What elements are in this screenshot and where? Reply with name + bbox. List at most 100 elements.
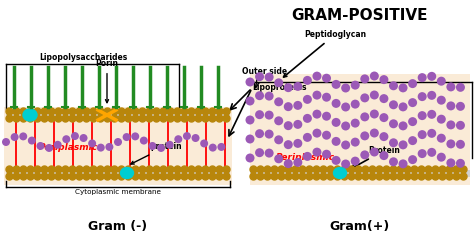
Circle shape <box>188 173 195 180</box>
Circle shape <box>351 100 360 109</box>
Circle shape <box>125 166 132 173</box>
Circle shape <box>62 166 69 173</box>
Circle shape <box>447 120 456 129</box>
Circle shape <box>255 72 264 81</box>
Bar <box>6 112 230 119</box>
Text: Lipoproteins: Lipoproteins <box>252 84 307 92</box>
Circle shape <box>257 166 264 173</box>
Circle shape <box>271 173 278 180</box>
Circle shape <box>76 173 83 180</box>
Circle shape <box>191 134 200 142</box>
Circle shape <box>362 173 369 180</box>
Circle shape <box>153 166 160 173</box>
Circle shape <box>55 173 62 180</box>
Circle shape <box>216 115 223 122</box>
Circle shape <box>41 166 48 173</box>
Circle shape <box>264 72 273 82</box>
Circle shape <box>83 115 90 122</box>
Circle shape <box>246 134 255 144</box>
Circle shape <box>306 173 313 180</box>
Circle shape <box>139 166 146 173</box>
Circle shape <box>427 110 436 119</box>
Circle shape <box>306 166 313 173</box>
Circle shape <box>28 137 36 144</box>
Circle shape <box>69 173 76 180</box>
Circle shape <box>284 140 293 149</box>
Circle shape <box>453 166 460 173</box>
Circle shape <box>13 166 20 173</box>
Circle shape <box>20 173 27 180</box>
Circle shape <box>41 115 48 122</box>
Circle shape <box>399 83 408 92</box>
Circle shape <box>399 140 408 149</box>
Circle shape <box>167 115 174 122</box>
Circle shape <box>195 166 202 173</box>
Circle shape <box>312 72 321 81</box>
Circle shape <box>62 108 69 115</box>
Circle shape <box>88 139 96 147</box>
Circle shape <box>139 108 146 115</box>
Circle shape <box>293 120 302 129</box>
Circle shape <box>148 142 156 150</box>
Circle shape <box>418 173 425 180</box>
Circle shape <box>446 166 453 173</box>
Circle shape <box>6 166 13 173</box>
Circle shape <box>6 173 13 180</box>
Text: Periplasmic: Periplasmic <box>38 144 98 152</box>
Circle shape <box>104 173 111 180</box>
Ellipse shape <box>120 168 134 179</box>
Circle shape <box>327 173 334 180</box>
Circle shape <box>376 173 383 180</box>
Circle shape <box>439 173 446 180</box>
Circle shape <box>437 153 446 162</box>
Circle shape <box>293 158 302 167</box>
Text: Porin: Porin <box>95 59 118 103</box>
Circle shape <box>111 166 118 173</box>
Circle shape <box>360 131 369 140</box>
Circle shape <box>48 108 55 115</box>
Circle shape <box>62 115 69 122</box>
Circle shape <box>303 76 312 85</box>
Circle shape <box>389 81 398 90</box>
Circle shape <box>223 166 230 173</box>
Circle shape <box>408 98 417 107</box>
Circle shape <box>195 173 202 180</box>
Circle shape <box>118 115 125 122</box>
Circle shape <box>27 115 34 122</box>
Circle shape <box>157 144 165 152</box>
Circle shape <box>351 81 360 90</box>
Circle shape <box>160 108 167 115</box>
Circle shape <box>174 135 182 143</box>
Circle shape <box>383 173 390 180</box>
Text: Peptidoglycan: Peptidoglycan <box>283 30 366 77</box>
Circle shape <box>97 108 104 115</box>
Circle shape <box>390 166 397 173</box>
Circle shape <box>153 108 160 115</box>
Circle shape <box>209 166 216 173</box>
Circle shape <box>20 115 27 122</box>
Circle shape <box>397 166 404 173</box>
Text: Outer side: Outer side <box>242 67 287 77</box>
Circle shape <box>160 115 167 122</box>
Circle shape <box>264 111 273 120</box>
Circle shape <box>355 166 362 173</box>
Circle shape <box>332 156 341 165</box>
Circle shape <box>397 173 404 180</box>
Circle shape <box>299 166 306 173</box>
Bar <box>6 169 230 176</box>
Circle shape <box>299 173 306 180</box>
Text: protein: protein <box>131 142 182 164</box>
Circle shape <box>284 121 293 130</box>
Circle shape <box>195 108 202 115</box>
Circle shape <box>48 173 55 180</box>
Circle shape <box>285 166 292 173</box>
Circle shape <box>271 166 278 173</box>
Circle shape <box>341 173 348 180</box>
Circle shape <box>146 115 153 122</box>
Circle shape <box>408 79 417 88</box>
Circle shape <box>312 129 321 138</box>
Circle shape <box>327 166 334 173</box>
Circle shape <box>255 91 264 100</box>
Circle shape <box>131 132 139 140</box>
Circle shape <box>427 91 436 100</box>
